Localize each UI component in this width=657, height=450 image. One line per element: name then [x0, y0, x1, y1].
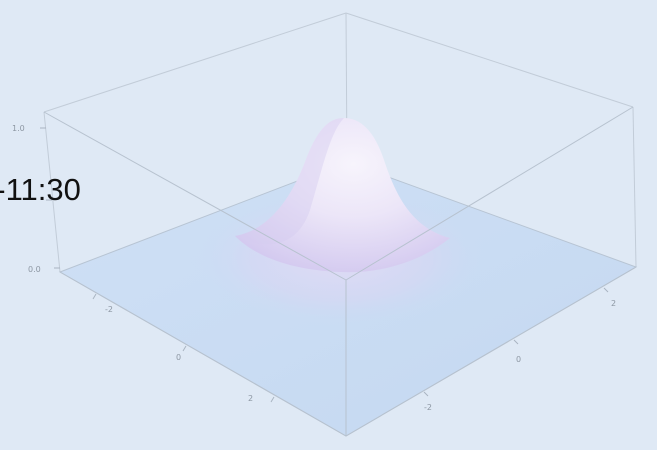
surface-peak-shade	[235, 118, 344, 245]
x-tick-label: 2	[248, 394, 253, 403]
z-tick-label: 1.0	[12, 124, 25, 133]
x-tick-label: -2	[105, 305, 113, 314]
z-axis	[40, 127, 60, 269]
y-axis	[423, 287, 609, 397]
y-tick-label: -2	[424, 403, 432, 412]
y-tick-label: 0	[516, 355, 521, 364]
surface-peak	[235, 118, 450, 273]
y-tick-label: 2	[611, 299, 616, 308]
box-front-edges	[43, 106, 637, 437]
x-axis	[92, 293, 275, 403]
overlay-time-text: 0-11:30	[0, 172, 81, 207]
x-tick-label: 0	[176, 353, 181, 362]
z-tick-label: 0.0	[28, 265, 41, 274]
box-back-edges	[43, 12, 637, 273]
